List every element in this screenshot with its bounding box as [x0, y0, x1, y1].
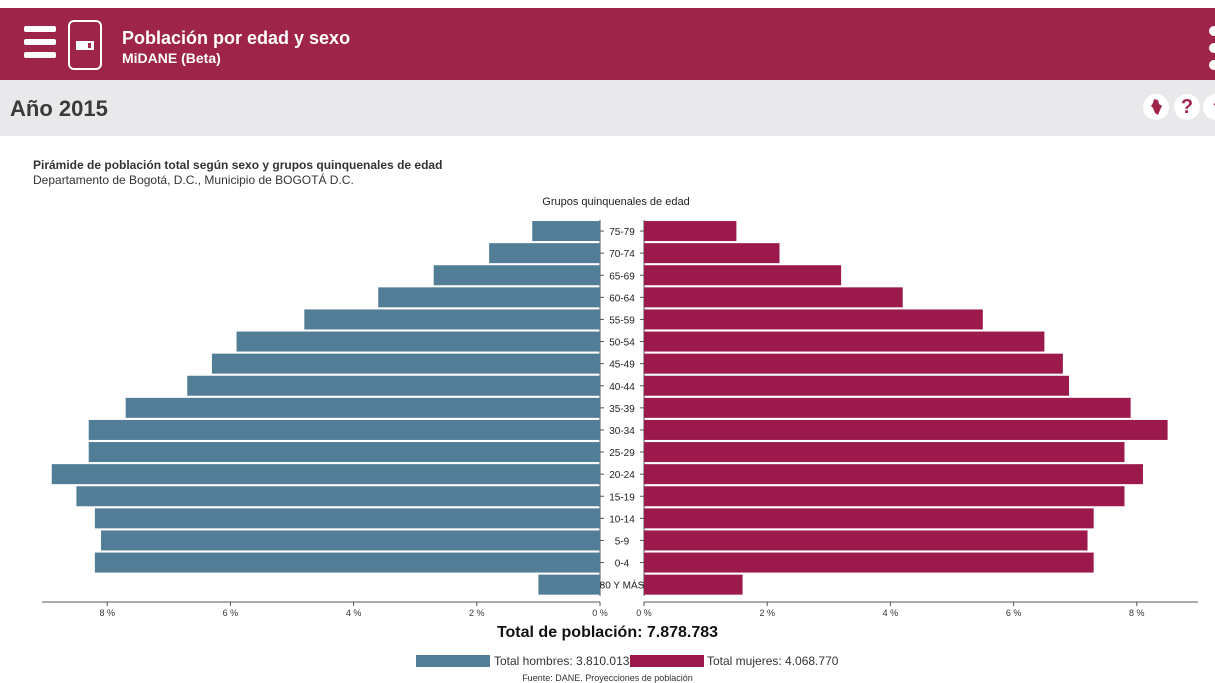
bar-women-15-19 — [644, 486, 1125, 507]
bar-women-50-54 — [644, 331, 1045, 352]
colombia-map-icon[interactable] — [1143, 94, 1169, 120]
age-label-70-74: 70-74 — [609, 249, 635, 260]
source-note: Fuente: DANE. Proyecciones de población — [522, 673, 693, 683]
bar-women-65-69 — [644, 265, 842, 286]
bar-men-80 Y MÁS — [538, 574, 600, 595]
age-label-65-69: 65-69 — [609, 271, 635, 282]
app-card-icon[interactable] — [68, 20, 102, 70]
age-label-75-79: 75-79 — [609, 227, 635, 238]
bar-women-0-4 — [644, 552, 1094, 573]
year-label: Año 2015 — [10, 96, 108, 121]
x-tick-label-left-0: 8 % — [99, 608, 115, 618]
legend-women-swatch — [630, 655, 704, 667]
bar-men-50-54 — [236, 331, 600, 352]
bar-women-75-79 — [644, 221, 737, 242]
chart-subtitle: Departamento de Bogotá, D.C., Municipio … — [33, 173, 354, 187]
bar-men-0-4 — [94, 552, 600, 573]
hamburger-menu-icon[interactable] — [24, 26, 56, 64]
bar-women-30-34 — [644, 419, 1168, 440]
bar-women-40-44 — [644, 375, 1070, 396]
bar-men-40-44 — [187, 375, 600, 396]
bar-women-80 Y MÁS — [644, 574, 743, 595]
bar-women-60-64 — [644, 287, 903, 308]
age-label-55-59: 55-59 — [609, 315, 635, 326]
bar-men-55-59 — [304, 309, 600, 330]
age-label-45-49: 45-49 — [609, 360, 635, 371]
x-tick-label-left-2: 4 % — [346, 608, 362, 618]
bar-men-65-69 — [433, 265, 600, 286]
year-bar: Año 2015 ? — [0, 80, 1215, 136]
age-label-30-34: 30-34 — [609, 426, 635, 437]
age-label-15-19: 15-19 — [609, 492, 635, 503]
kebab-menu-icon[interactable] — [1205, 26, 1215, 70]
age-axis-title: Grupos quinquenales de edad — [542, 196, 689, 208]
age-label-5-9: 5-9 — [615, 536, 630, 547]
age-label-35-39: 35-39 — [609, 404, 635, 415]
age-label-50-54: 50-54 — [609, 338, 635, 349]
app-header: Población por edad y sexo MiDANE (Beta) — [0, 8, 1215, 80]
bar-men-25-29 — [88, 442, 600, 463]
bar-men-60-64 — [378, 287, 600, 308]
age-label-20-24: 20-24 — [609, 470, 635, 481]
share-icon[interactable] — [1203, 94, 1215, 120]
age-label-60-64: 60-64 — [609, 293, 635, 304]
age-label-80 Y MÁS: 80 Y MÁS — [600, 579, 645, 592]
bar-women-25-29 — [644, 442, 1125, 463]
app-subtitle: MiDANE (Beta) — [122, 50, 221, 66]
x-tick-label-right-1: 2 % — [759, 608, 775, 618]
help-icon[interactable]: ? — [1174, 94, 1200, 120]
age-label-25-29: 25-29 — [609, 448, 635, 459]
bar-women-5-9 — [644, 530, 1088, 551]
legend-men-label: Total hombres: 3.810.013 — [494, 654, 630, 668]
bar-women-10-14 — [644, 508, 1094, 529]
x-tick-label-left-4: 0 % — [592, 608, 608, 618]
legend-women-label: Total mujeres: 4.068.770 — [707, 654, 839, 668]
age-label-40-44: 40-44 — [609, 382, 635, 393]
bar-women-45-49 — [644, 353, 1063, 374]
bar-men-5-9 — [101, 530, 600, 551]
bar-women-35-39 — [644, 397, 1131, 418]
bar-men-35-39 — [125, 397, 601, 418]
chart-title: Pirámide de población total según sexo y… — [33, 158, 443, 172]
bar-women-20-24 — [644, 464, 1143, 485]
bar-men-20-24 — [51, 464, 600, 485]
bar-men-70-74 — [489, 243, 600, 264]
bar-men-15-19 — [76, 486, 600, 507]
x-tick-label-right-0: 0 % — [636, 608, 652, 618]
age-label-0-4: 0-4 — [615, 559, 630, 570]
x-tick-label-right-4: 8 % — [1129, 608, 1145, 618]
x-tick-label-right-3: 6 % — [1006, 608, 1022, 618]
x-tick-label-right-2: 4 % — [883, 608, 899, 618]
bar-men-30-34 — [88, 419, 600, 440]
bar-women-55-59 — [644, 309, 983, 330]
bar-men-75-79 — [532, 221, 600, 242]
app-title: Población por edad y sexo — [122, 28, 351, 48]
bar-women-70-74 — [644, 243, 780, 264]
x-tick-label-left-1: 6 % — [223, 608, 239, 618]
total-population: Total de población: 7.878.783 — [496, 624, 719, 641]
age-label-10-14: 10-14 — [609, 514, 635, 525]
x-tick-label-left-3: 2 % — [469, 608, 485, 618]
legend-men-swatch — [416, 655, 490, 667]
bar-men-45-49 — [211, 353, 601, 374]
bar-men-10-14 — [94, 508, 600, 529]
top-strip — [0, 0, 1215, 8]
